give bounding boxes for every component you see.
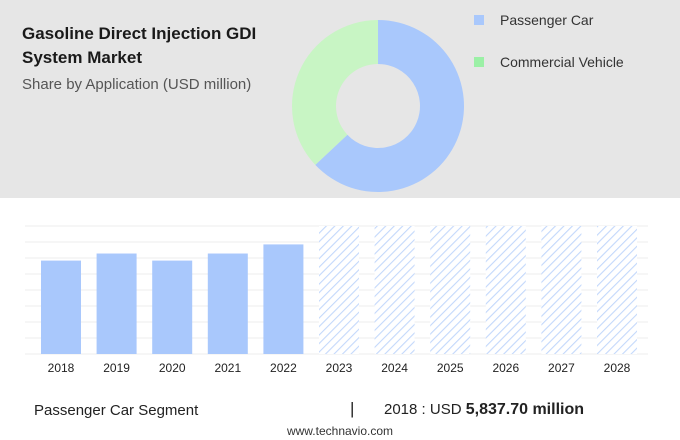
- chart-subtitle: Share by Application (USD million): [22, 76, 252, 93]
- bar-2019: [96, 253, 137, 354]
- forecast-bar-2027: [541, 226, 582, 354]
- donut-chart: [292, 20, 464, 192]
- forecast-bar-2028: [597, 226, 637, 354]
- segment-label: Passenger Car Segment: [34, 402, 199, 419]
- segment-value-amount: 5,837.70 million: [465, 401, 584, 418]
- source-credit: www.technavio.com: [286, 424, 394, 438]
- x-tick-label-2018: 2018: [48, 361, 75, 375]
- legend-swatch-passenger-car: [474, 15, 484, 25]
- x-tick-label-2026: 2026: [492, 361, 519, 375]
- forecast-bar-2023: [319, 226, 359, 354]
- legend-swatch-commercial-vehicle: [474, 57, 484, 67]
- donut-slice-passenger-car: [315, 20, 464, 192]
- footer-separator: |: [350, 399, 355, 418]
- bar-2022: [263, 244, 304, 354]
- bar-2018: [41, 260, 81, 354]
- bar-2021: [207, 253, 248, 354]
- x-tick-label-2020: 2020: [159, 361, 186, 375]
- forecast-bar-2026: [485, 226, 526, 354]
- legend-item-commercial-vehicle: Commercial Vehicle: [474, 52, 674, 72]
- legend-item-passenger-car: Passenger Car: [474, 10, 674, 30]
- x-tick-label-2021: 2021: [214, 361, 241, 375]
- donut-slice-commercial-vehicle: [292, 20, 378, 165]
- legend-label-passenger-car: Passenger Car: [500, 12, 594, 28]
- segment-value-prefix: 2018 : USD: [384, 401, 462, 418]
- x-tick-label-2022: 2022: [270, 361, 297, 375]
- chart-title: Gasoline Direct Injection GDI System Mar…: [22, 24, 257, 67]
- bar-chart: 2018 2019 2020 2021 2022 2023 2024 2025 2026 2027…: [25, 225, 648, 375]
- x-tick-label-2027: 2027: [548, 361, 575, 375]
- bar-2020: [152, 260, 193, 354]
- x-tick-label-2019: 2019: [103, 361, 130, 375]
- x-tick-label-2023: 2023: [326, 361, 353, 375]
- legend-label-commercial-vehicle: Commercial Vehicle: [500, 54, 624, 70]
- x-tick-label-2028: 2028: [604, 361, 631, 375]
- segment-value: 2018 : USD 5,837.70 million: [384, 401, 584, 419]
- x-tick-label-2025: 2025: [437, 361, 464, 375]
- x-tick-label-2024: 2024: [381, 361, 408, 375]
- forecast-bar-2025: [430, 226, 471, 354]
- forecast-bar-2024: [374, 226, 415, 354]
